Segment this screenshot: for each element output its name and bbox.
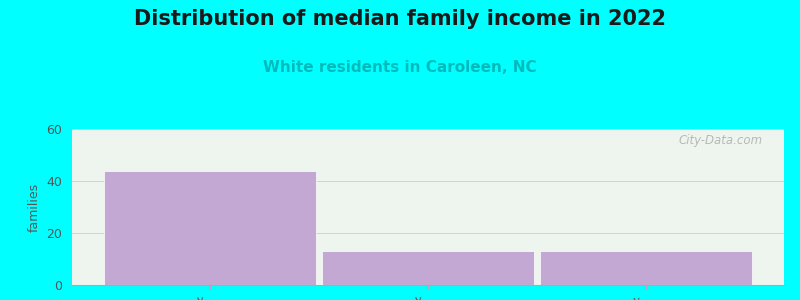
Bar [104, 171, 316, 285]
Bar [322, 251, 534, 285]
Text: City-Data.com: City-Data.com [678, 134, 762, 147]
Text: Distribution of median family income in 2022: Distribution of median family income in … [134, 9, 666, 29]
Bar [540, 251, 752, 285]
Text: White residents in Caroleen, NC: White residents in Caroleen, NC [263, 60, 537, 75]
Y-axis label: families: families [28, 182, 41, 232]
